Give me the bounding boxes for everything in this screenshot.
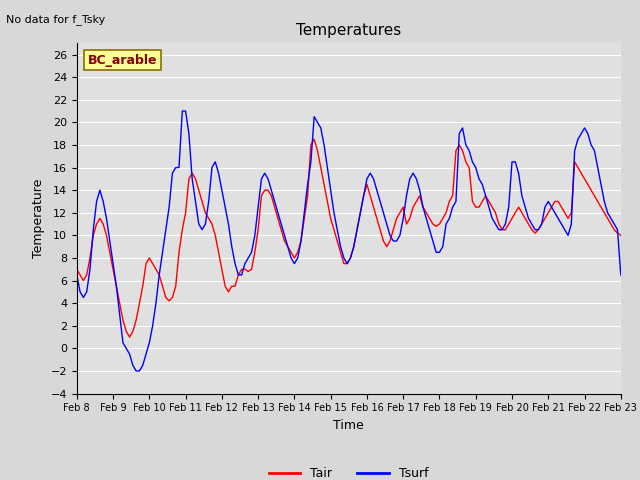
Tsurf [132,368,140,374]
Tsurf [426,227,433,233]
Tair [86,255,94,261]
Tsurf [86,266,94,272]
Tsurf [591,148,598,154]
Tair [73,266,81,272]
Tsurf [614,227,621,233]
Legend: Tair, Tsurf: Tair, Tsurf [264,462,433,480]
Tsurf [179,108,186,114]
Tair [125,334,133,340]
Y-axis label: Temperature: Temperature [32,179,45,258]
Tair [591,193,598,199]
Tsurf [231,261,239,266]
Tair [228,283,236,289]
Tsurf [73,272,81,278]
Tair [310,136,318,142]
Line: Tair: Tair [77,139,621,337]
Text: No data for f_Tsky: No data for f_Tsky [6,14,106,25]
X-axis label: Time: Time [333,419,364,432]
Tair [426,216,433,221]
Tair [614,230,621,236]
Tsurf [617,272,625,278]
Tair [442,210,450,216]
Text: BC_arable: BC_arable [88,54,157,67]
Line: Tsurf: Tsurf [77,111,621,371]
Title: Temperatures: Temperatures [296,23,401,38]
Tair [617,232,625,238]
Tsurf [442,221,450,227]
